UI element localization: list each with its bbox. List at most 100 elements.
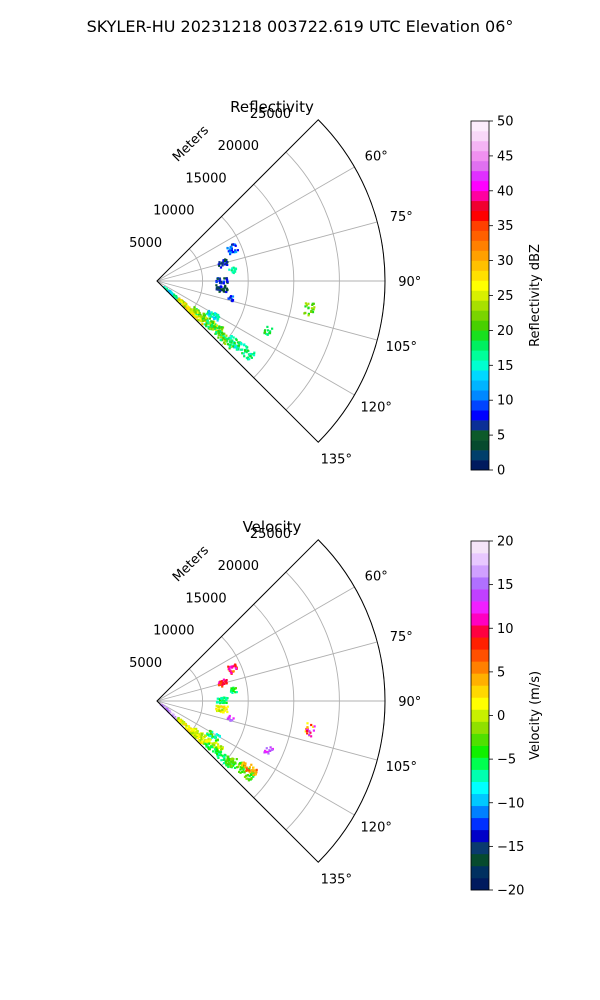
echo-gate xyxy=(202,314,205,317)
echo-gate xyxy=(239,771,242,774)
echo-gate xyxy=(218,709,221,712)
echo-gate xyxy=(241,762,244,765)
echo-gate xyxy=(185,305,188,308)
echo-gate xyxy=(209,742,212,745)
echo-cluster-13 xyxy=(263,325,274,336)
echo-gate xyxy=(224,258,227,261)
colorbar-tick-label: 30 xyxy=(497,254,514,269)
echo-gate xyxy=(231,339,234,342)
echo-gate xyxy=(192,315,195,318)
echo-gate xyxy=(225,290,228,294)
echo-gate xyxy=(271,327,274,330)
echo-gate xyxy=(213,321,216,324)
echo-gate xyxy=(224,336,227,339)
echo-gate xyxy=(309,731,312,734)
echo-gate xyxy=(229,341,232,344)
echo-cluster-2 xyxy=(191,727,224,754)
echo-gate xyxy=(217,705,220,708)
echo-gate xyxy=(233,243,237,246)
colorbar-band xyxy=(471,210,489,222)
echo-gate xyxy=(221,708,224,711)
echo-gate xyxy=(245,774,248,777)
echo-gate xyxy=(218,701,221,704)
colorbar-band xyxy=(471,601,489,614)
echo-gate xyxy=(197,319,200,322)
echo-gate xyxy=(215,288,218,291)
colorbar-band xyxy=(471,290,489,301)
echo-gate xyxy=(225,260,228,263)
echo-gate xyxy=(179,721,182,724)
echo-gate xyxy=(189,727,193,730)
echo-gate xyxy=(232,336,235,339)
echo-gate xyxy=(211,730,214,733)
echo-gate xyxy=(240,764,243,767)
echo-gate xyxy=(218,290,221,293)
echo-gate xyxy=(206,319,209,322)
echo-gate xyxy=(215,701,219,704)
colorbar-tick-label: −5 xyxy=(497,753,516,768)
echo-gate xyxy=(205,312,208,315)
echo-gate xyxy=(306,732,309,735)
echo-gate xyxy=(234,667,238,670)
echo-gate xyxy=(218,326,221,330)
echo-gate xyxy=(208,315,211,318)
echo-gate xyxy=(241,348,244,351)
echo-gate xyxy=(189,732,192,735)
echo-gate xyxy=(305,304,309,307)
echo-gate xyxy=(213,744,216,747)
echo-gate xyxy=(218,697,221,700)
echo-cluster-10 xyxy=(215,277,229,285)
echo-gate xyxy=(170,712,173,715)
echo-gate xyxy=(219,753,222,756)
echo-gate xyxy=(216,709,219,713)
echo-gate xyxy=(222,337,225,340)
echo-gate xyxy=(216,277,220,280)
echo-gate xyxy=(208,748,211,751)
echo-gate xyxy=(245,345,248,348)
echo-gate xyxy=(183,305,186,308)
echo-gate xyxy=(232,758,235,761)
echo-gate xyxy=(221,701,224,704)
echo-gate xyxy=(269,330,272,333)
radial-tick-label: 15000 xyxy=(185,591,226,606)
echo-gate xyxy=(220,759,223,762)
echo-gate xyxy=(233,251,236,254)
echo-gate xyxy=(242,344,246,347)
echo-gate xyxy=(225,679,228,682)
echo-gate xyxy=(208,739,211,742)
echo-gate xyxy=(313,725,316,728)
echo-gate xyxy=(224,284,227,287)
velocity-panel: Velocity 5000 10000 15000 20000 25000 Meters 6… xyxy=(129,518,543,899)
colorbar-band xyxy=(471,637,489,650)
echo-gate xyxy=(207,741,210,744)
echo-gate xyxy=(223,341,226,344)
echo-gate xyxy=(243,771,246,774)
echo-gate xyxy=(193,308,196,311)
echo-gate xyxy=(188,311,191,314)
echo-gate xyxy=(248,769,251,772)
echo-gate xyxy=(307,312,310,315)
echo-gate xyxy=(215,324,219,327)
echo-gate xyxy=(219,278,222,281)
echo-gate xyxy=(246,358,250,361)
colorbar-tick-label: −15 xyxy=(497,840,524,855)
echo-gate xyxy=(217,263,220,266)
echo-gate xyxy=(193,729,196,732)
echo-gate xyxy=(179,719,182,722)
echo-gate xyxy=(226,758,229,761)
echo-gate xyxy=(312,302,315,305)
colorbar-tick-label: 0 xyxy=(497,464,505,479)
echo-gate xyxy=(252,769,255,772)
echo-gate xyxy=(214,735,217,738)
colorbar-tick-label: −20 xyxy=(497,884,524,899)
echo-gate xyxy=(214,317,217,320)
echo-gate xyxy=(184,726,187,729)
echo-gate xyxy=(229,343,232,346)
echo-gate xyxy=(234,663,237,666)
echo-gate xyxy=(230,251,234,254)
colorbar-band xyxy=(471,661,489,674)
echo-gate xyxy=(231,691,234,694)
echo-gate xyxy=(211,323,214,327)
echo-gate xyxy=(307,306,310,309)
echo-cluster-12 xyxy=(226,714,235,722)
